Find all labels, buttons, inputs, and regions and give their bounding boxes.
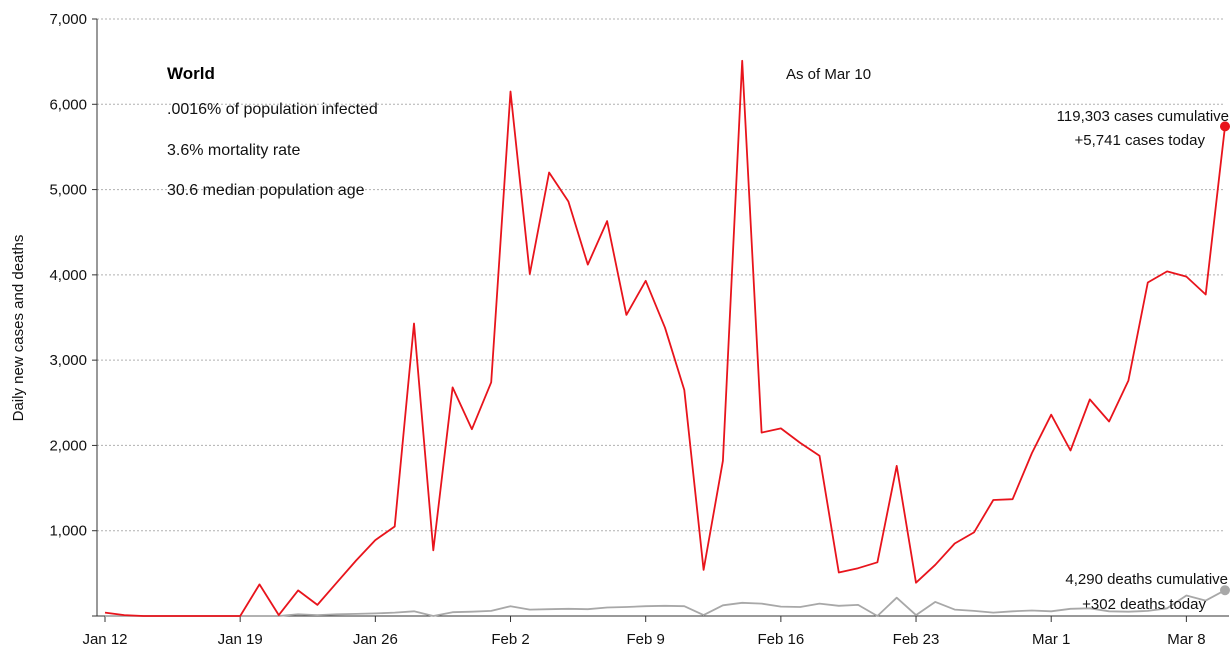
y-axis: 1,000 2,000 3,000 4,000 5,000 6,000 7,000 xyxy=(49,11,98,617)
cases-cumulative-label: 119,303 cases cumulative xyxy=(1057,108,1229,125)
cases-annotation: 119,303 cases cumulative +5,741 cases to… xyxy=(1057,108,1229,149)
deaths-end-point xyxy=(1220,585,1230,596)
x-tick-label: Mar 8 xyxy=(1167,631,1205,648)
x-tick-label: Jan 12 xyxy=(82,631,127,648)
x-tick-label: Jan 19 xyxy=(218,631,263,648)
deaths-today-label: +302 deaths today xyxy=(1082,596,1206,613)
deaths-line xyxy=(105,589,1226,617)
info-box: World .0016% of population infected 3.6%… xyxy=(167,64,378,199)
x-tick-label: Feb 2 xyxy=(491,631,529,648)
as-of-label: As of Mar 10 xyxy=(786,66,871,83)
y-axis-title: Daily new cases and deaths xyxy=(10,235,27,422)
y-tick-label: 1,000 xyxy=(49,523,87,540)
x-tick-label: Feb 16 xyxy=(758,631,805,648)
deaths-cumulative-label: 4,290 deaths cumulative xyxy=(1065,571,1228,588)
x-axis: Jan 12 Jan 19 Jan 26 Feb 2 Feb 9 Feb 16 Feb 23… xyxy=(82,615,1229,648)
y-tick-label: 7,000 xyxy=(49,11,87,28)
y-tick-label: 5,000 xyxy=(49,182,87,199)
x-tick-label: Mar 1 xyxy=(1032,631,1070,648)
deaths-annotation: 4,290 deaths cumulative +302 deaths toda… xyxy=(1065,571,1228,613)
info-line-mortality: 3.6% mortality rate xyxy=(167,142,300,159)
x-tick-label: Feb 23 xyxy=(893,631,940,648)
y-tick-label: 2,000 xyxy=(49,437,87,454)
y-tick-label: 6,000 xyxy=(49,96,87,113)
series-layer xyxy=(104,59,1230,617)
y-tick-label: 3,000 xyxy=(49,352,87,369)
cases-end-point xyxy=(1220,121,1230,132)
info-title: World xyxy=(167,64,215,83)
x-tick-label: Feb 9 xyxy=(627,631,665,648)
x-tick-label: Jan 26 xyxy=(353,631,398,648)
info-line-median-age: 30.6 median population age xyxy=(167,182,365,199)
gridlines xyxy=(97,18,1225,532)
y-tick-label: 4,000 xyxy=(49,267,87,284)
cases-line xyxy=(104,59,1226,617)
info-line-infected: .0016% of population infected xyxy=(167,101,378,118)
cases-today-label: +5,741 cases today xyxy=(1074,132,1205,149)
